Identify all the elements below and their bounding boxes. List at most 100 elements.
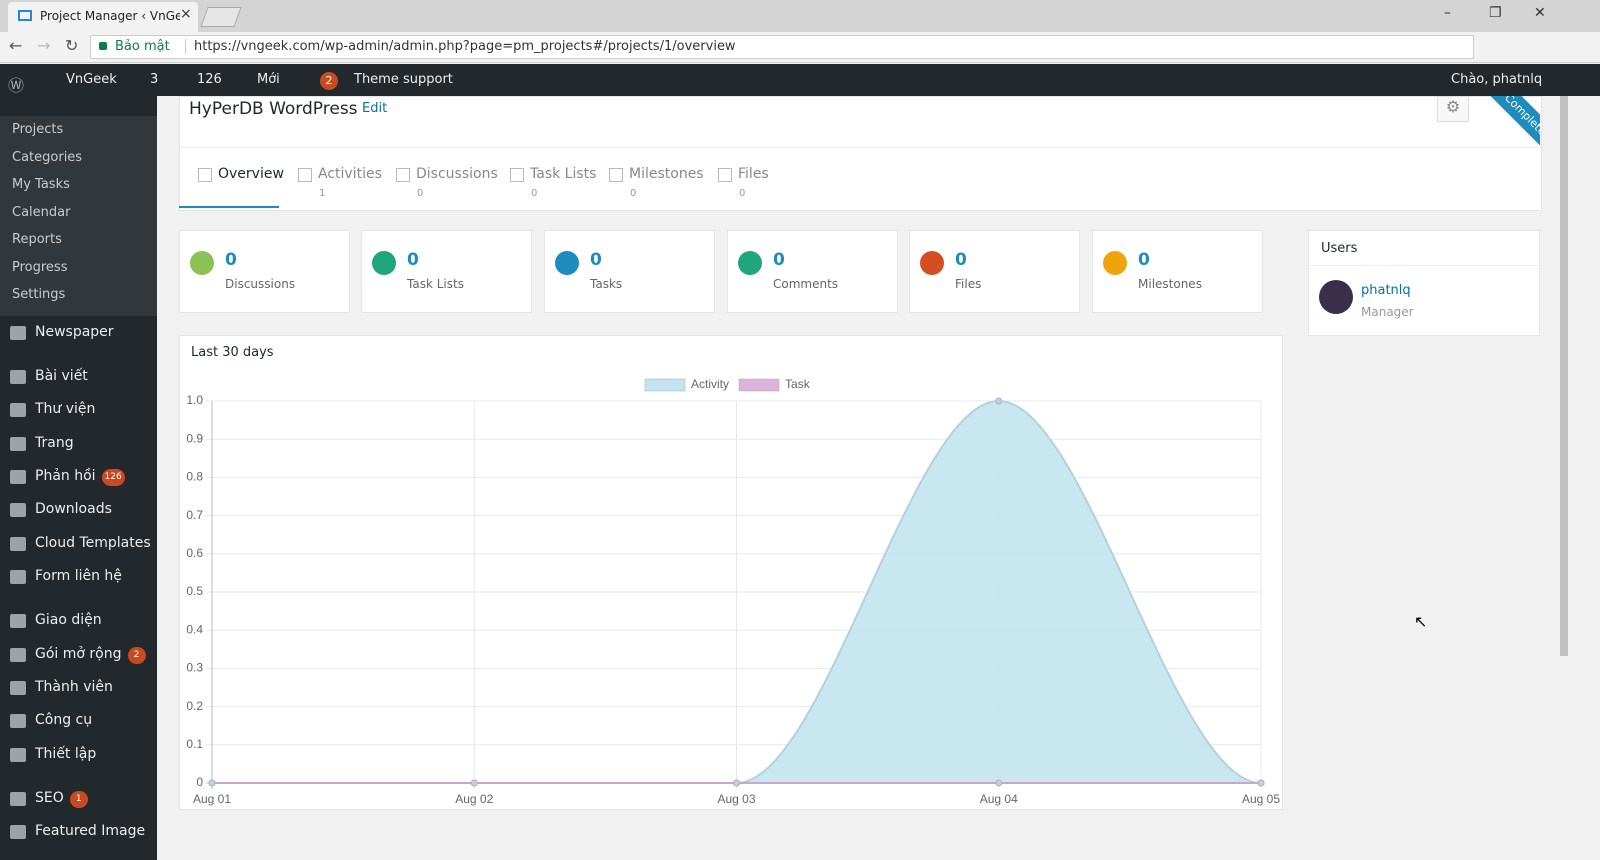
stat-icon [190, 251, 214, 275]
menu-icon [10, 503, 26, 517]
menu-icon [10, 792, 26, 806]
menu-item[interactable]: Trang [35, 435, 74, 451]
badge: 2 [127, 647, 146, 664]
tab-underline [179, 206, 279, 208]
project-tab[interactable]: Files [738, 166, 769, 182]
submenu-item[interactable]: Categories [12, 150, 83, 165]
ribbon-wrap: Complete [1480, 96, 1540, 158]
admin-bar [0, 64, 1600, 96]
stat-icon [372, 251, 396, 275]
menu-icon [10, 470, 26, 484]
users-box: Users phatnlq Manager [1308, 230, 1541, 336]
stat-icon [920, 251, 944, 275]
nav-button[interactable]: ↻ [65, 36, 79, 55]
menu-item[interactable]: Gói mở rộng 2 [35, 646, 146, 665]
divider [1309, 265, 1541, 266]
scrollbar [1560, 96, 1568, 656]
secure-label: Bảo mật [115, 39, 170, 54]
stat-value: 0 [225, 250, 237, 270]
tab-bar [0, 0, 1600, 32]
menu-icon [10, 437, 26, 451]
user-role: Manager [1361, 305, 1414, 319]
theme-support[interactable]: Theme support [354, 72, 453, 87]
tab-icon [718, 168, 732, 182]
menu-item[interactable]: Bài viết [35, 368, 88, 384]
submenu-item[interactable]: Projects [12, 122, 64, 137]
project-tab[interactable]: Discussions [416, 166, 498, 182]
window-button[interactable]: – [1444, 5, 1451, 21]
stat-value: 0 [590, 250, 602, 270]
stat-label: Tasks [590, 277, 623, 291]
nav-button[interactable]: ← [9, 36, 23, 55]
menu-icon [10, 570, 26, 584]
greeting[interactable]: Chào, phatnlq [1451, 72, 1543, 87]
project-tab[interactable]: Task Lists [530, 166, 597, 182]
stat-label: Files [955, 277, 982, 291]
menu-icon [10, 748, 26, 762]
stat-box: 0 Task Lists [361, 230, 532, 313]
badge: 2 [320, 72, 338, 90]
project-tab[interactable]: Activities [318, 166, 382, 182]
stat-box: 0 Discussions [179, 230, 350, 313]
menu-icon [10, 537, 26, 551]
menu-item[interactable]: Form liên hệ [35, 568, 122, 584]
stat-icon [1103, 251, 1127, 275]
lock [99, 42, 107, 50]
tab-title: Project Manager ‹ VnGee [40, 9, 180, 23]
settings-button[interactable]: ⚙ [1437, 96, 1469, 122]
user-name[interactable]: phatnlq [1361, 283, 1411, 298]
site-link[interactable]: VnGeek [66, 72, 117, 87]
menu-item[interactable]: Cloud Templates [35, 535, 151, 551]
menu-item[interactable]: Featured Image [35, 823, 146, 839]
tab-count: 0 [417, 188, 424, 199]
address-bar[interactable]: Bảo mật https://vngeek.com/wp-admin/admin… [90, 35, 1474, 59]
menu-icon [10, 403, 26, 417]
submenu [0, 116, 157, 316]
project-tab[interactable]: Overview [218, 166, 284, 182]
menu-item[interactable]: Thành viên [35, 679, 113, 695]
new-link[interactable]: Mới [257, 72, 280, 87]
menu-item[interactable]: SEO 1 [35, 790, 88, 809]
tab-close[interactable]: × [180, 6, 192, 22]
menu-item[interactable]: Giao diện [35, 612, 102, 628]
badge: 1 [69, 791, 88, 808]
stat-box: 0 Files [909, 230, 1080, 313]
avatar [1319, 280, 1353, 314]
tab-icon [18, 10, 32, 21]
submenu-item[interactable]: Progress [12, 260, 68, 275]
menu-icon [10, 825, 26, 839]
users-title: Users [1321, 241, 1358, 256]
menu-item[interactable]: Newspaper [35, 324, 114, 340]
updates[interactable]: 3 [150, 72, 159, 87]
window-button[interactable]: ✕ [1534, 5, 1546, 21]
menu-item[interactable]: Thiết lập [35, 746, 97, 762]
project-tab[interactable]: Milestones [629, 166, 704, 182]
menu-icon [10, 614, 26, 628]
comments[interactable]: 126 [197, 72, 222, 87]
submenu-item[interactable]: Settings [12, 287, 66, 302]
tab-icon [510, 168, 524, 182]
nav-button[interactable]: → [37, 36, 51, 55]
window-button[interactable]: ❐ [1489, 5, 1502, 21]
menu-item[interactable]: Thư viện [35, 401, 96, 417]
edit-link[interactable]: Edit [362, 101, 388, 116]
menu-item[interactable]: Downloads [35, 501, 112, 517]
badge: 126 [101, 469, 125, 486]
stat-label: Milestones [1138, 277, 1202, 291]
menu-icon [10, 370, 26, 384]
menu-item[interactable]: Công cụ [35, 712, 93, 728]
stat-box: 0 Comments [727, 230, 898, 313]
submenu-item[interactable]: Calendar [12, 205, 71, 220]
menu-icon [10, 326, 26, 340]
menu-item[interactable]: Phản hồi 126 [35, 468, 125, 487]
new-tab[interactable] [200, 7, 242, 27]
project-header [179, 96, 1542, 211]
submenu-item[interactable]: Reports [12, 232, 62, 247]
url: https://vngeek.com/wp-admin/admin.php?pa… [185, 39, 736, 54]
chart-panel [179, 335, 1283, 810]
stat-value: 0 [955, 250, 967, 270]
cursor: ↖ [1414, 612, 1428, 631]
wp-logo[interactable]: Ⓦ [8, 76, 25, 95]
tab[interactable]: Project Manager ‹ VnGee × [8, 2, 198, 32]
submenu-item[interactable]: My Tasks [12, 177, 70, 192]
